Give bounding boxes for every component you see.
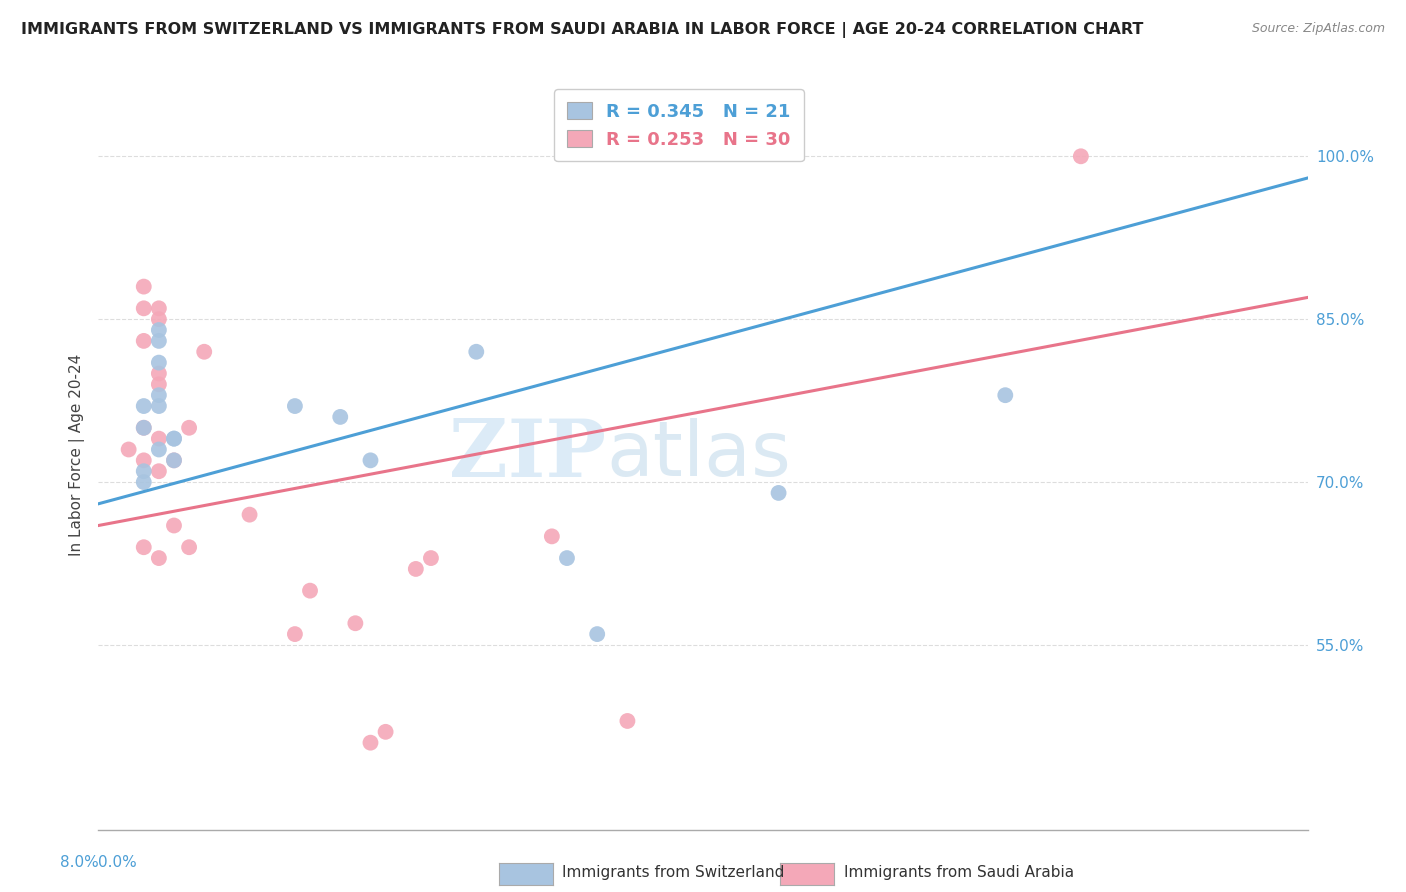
- Y-axis label: In Labor Force | Age 20-24: In Labor Force | Age 20-24: [69, 354, 84, 556]
- Legend: R = 0.345   N = 21, R = 0.253   N = 30: R = 0.345 N = 21, R = 0.253 N = 30: [554, 89, 803, 161]
- Point: [163, 432, 186, 446]
- Point: [148, 388, 170, 402]
- Text: Source: ZipAtlas.com: Source: ZipAtlas.com: [1251, 22, 1385, 36]
- Point: [148, 356, 170, 370]
- Point: [179, 421, 201, 435]
- Point: [132, 399, 155, 413]
- Point: [616, 714, 638, 728]
- Point: [299, 583, 322, 598]
- Point: [420, 551, 443, 566]
- Point: [994, 388, 1017, 402]
- Point: [148, 367, 170, 381]
- Point: [163, 453, 186, 467]
- Point: [193, 344, 215, 359]
- Point: [284, 399, 307, 413]
- Point: [360, 736, 382, 750]
- Text: Immigrants from Saudi Arabia: Immigrants from Saudi Arabia: [844, 865, 1074, 880]
- Text: 0.0%: 0.0%: [98, 855, 138, 870]
- Point: [148, 432, 170, 446]
- Point: [148, 301, 170, 316]
- Point: [284, 627, 307, 641]
- Point: [768, 486, 790, 500]
- Point: [148, 312, 170, 326]
- Point: [163, 432, 186, 446]
- Point: [148, 464, 170, 478]
- Point: [405, 562, 427, 576]
- Point: [148, 442, 170, 457]
- Point: [329, 409, 352, 424]
- Text: Immigrants from Switzerland: Immigrants from Switzerland: [562, 865, 785, 880]
- Point: [132, 334, 155, 348]
- Point: [132, 301, 155, 316]
- Point: [148, 323, 170, 337]
- Point: [132, 464, 155, 478]
- Point: [148, 551, 170, 566]
- Point: [132, 421, 155, 435]
- Point: [148, 334, 170, 348]
- Point: [132, 421, 155, 435]
- Text: 8.0%: 8.0%: [59, 855, 98, 870]
- Text: atlas: atlas: [606, 418, 792, 491]
- Text: IMMIGRANTS FROM SWITZERLAND VS IMMIGRANTS FROM SAUDI ARABIA IN LABOR FORCE | AGE: IMMIGRANTS FROM SWITZERLAND VS IMMIGRANT…: [21, 22, 1143, 38]
- Text: ZIP: ZIP: [450, 416, 606, 494]
- Point: [344, 616, 367, 631]
- Point: [555, 551, 578, 566]
- Point: [118, 442, 141, 457]
- Point: [179, 540, 201, 554]
- Point: [132, 279, 155, 293]
- Point: [374, 724, 396, 739]
- Point: [132, 475, 155, 489]
- Point: [239, 508, 262, 522]
- Point: [148, 399, 170, 413]
- Point: [360, 453, 382, 467]
- Point: [465, 344, 488, 359]
- Point: [148, 377, 170, 392]
- Point: [540, 529, 562, 543]
- Point: [132, 540, 155, 554]
- Point: [132, 453, 155, 467]
- Point: [163, 518, 186, 533]
- Point: [586, 627, 609, 641]
- Point: [1070, 149, 1092, 163]
- Point: [163, 453, 186, 467]
